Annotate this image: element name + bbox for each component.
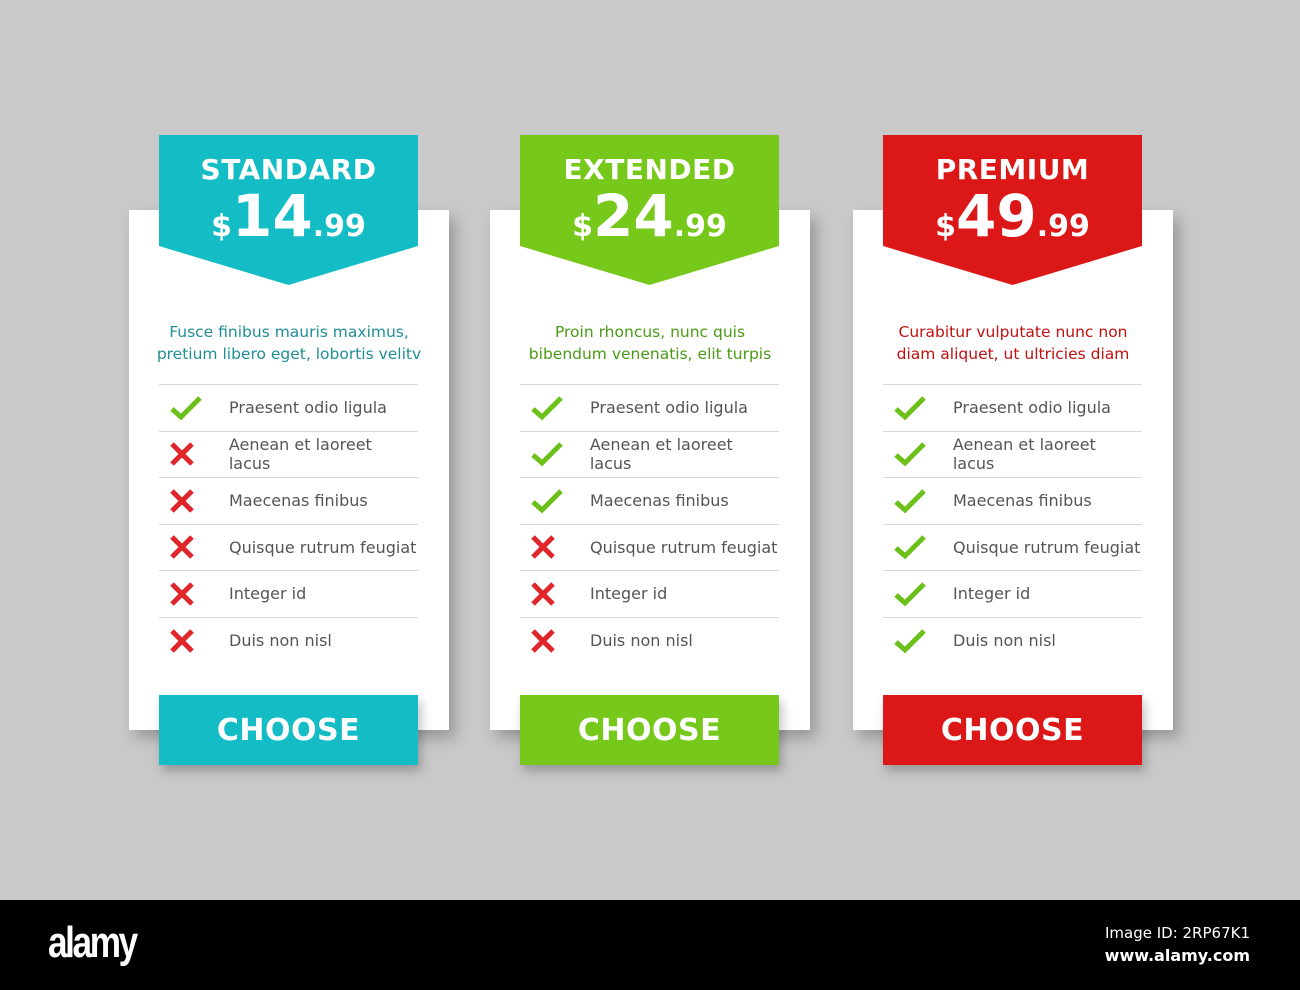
plan-ribbon: EXTENDED $24.99 xyxy=(520,135,779,285)
plan-description: Proin rhoncus, nunc quis bibendum venena… xyxy=(510,321,790,365)
price-decimal: .99 xyxy=(1036,209,1090,244)
plan-name: EXTENDED xyxy=(563,153,736,186)
feature-label: Aenean et laoreet lacus xyxy=(952,435,1096,474)
plan-name: PREMIUM xyxy=(935,153,1090,186)
plan-price: $24.99 xyxy=(520,187,779,259)
feature-row: Aenean et laoreet lacus xyxy=(159,432,418,478)
plan-description: Curabitur vulputate nunc non diam alique… xyxy=(873,321,1153,365)
cross-icon xyxy=(159,534,229,560)
price-currency: $ xyxy=(211,209,232,244)
feature-label: Quisque rutrum feugiat xyxy=(953,537,1141,557)
description-line: bibendum venenatis, elit turpis xyxy=(528,345,772,363)
check-icon xyxy=(883,627,953,655)
feature-label: Quisque rutrum feugiat xyxy=(229,537,417,557)
price-currency: $ xyxy=(572,209,593,244)
check-icon xyxy=(883,580,953,608)
feature-label: Duis non nisl xyxy=(229,631,332,651)
price-decimal: .99 xyxy=(312,209,366,244)
pricing-card-extended: EXTENDED $24.99 Proin rhoncus, nunc quis… xyxy=(490,135,810,765)
description-line: pretium libero eget, lobortis velitv xyxy=(156,345,422,363)
plan-price: $49.99 xyxy=(883,187,1142,259)
plan-name: STANDARD xyxy=(200,153,377,186)
check-icon xyxy=(520,394,590,422)
description-line: Curabitur vulputate nunc non xyxy=(898,323,1128,341)
description-line: Proin rhoncus, nunc quis xyxy=(554,323,746,341)
cross-icon xyxy=(159,628,229,654)
feature-row: Quisque rutrum feugiat xyxy=(520,525,779,571)
plan-ribbon: STANDARD $14.99 xyxy=(159,135,418,285)
feature-label: Maecenas finibus xyxy=(229,491,368,511)
feature-row: Maecenas finibus xyxy=(520,478,779,525)
feature-label: Aenean et laoreet lacus xyxy=(228,435,372,474)
cross-icon xyxy=(159,581,229,607)
feature-row: Integer id xyxy=(159,571,418,618)
cross-icon xyxy=(520,581,590,607)
plan-ribbon: PREMIUM $49.99 xyxy=(883,135,1142,285)
feature-row: Quisque rutrum feugiat xyxy=(883,525,1142,571)
feature-label: Maecenas finibus xyxy=(953,491,1092,511)
check-icon xyxy=(883,533,953,561)
pricing-card-standard: STANDARD $14.99 Fusce finibus mauris max… xyxy=(129,135,449,765)
feature-label: Quisque rutrum feugiat xyxy=(590,537,778,557)
feature-label: Integer id xyxy=(590,584,668,604)
feature-label: Aenean et laoreet lacus xyxy=(589,435,733,474)
cross-icon xyxy=(159,441,229,467)
feature-row: Quisque rutrum feugiat xyxy=(159,525,418,571)
watermark-footer: alamy Image ID: 2RP67K1 www.alamy.com xyxy=(0,900,1300,990)
feature-label: Praesent odio ligula xyxy=(229,398,387,418)
pricing-card-premium: PREMIUM $49.99 Curabitur vulputate nunc … xyxy=(853,135,1173,765)
feature-row: Duis non nisl xyxy=(159,618,418,665)
feature-list: Praesent odio ligula Aenean et laoreet l… xyxy=(520,384,779,664)
cross-icon xyxy=(159,488,229,514)
feature-row: Duis non nisl xyxy=(520,618,779,665)
feature-row: Integer id xyxy=(883,571,1142,618)
check-icon xyxy=(159,394,229,422)
feature-label: Duis non nisl xyxy=(590,631,693,651)
feature-label: Maecenas finibus xyxy=(590,491,729,511)
feature-label: Integer id xyxy=(229,584,307,604)
price-integer: 14 xyxy=(232,182,313,250)
price-integer: 24 xyxy=(593,182,674,250)
feature-label: Praesent odio ligula xyxy=(590,398,748,418)
choose-button[interactable]: CHOOSE xyxy=(883,695,1142,765)
choose-button[interactable]: CHOOSE xyxy=(159,695,418,765)
feature-row: Integer id xyxy=(520,571,779,618)
price-decimal: .99 xyxy=(673,209,727,244)
feature-row: Praesent odio ligula xyxy=(520,385,779,432)
feature-list: Praesent odio ligula Aenean et laoreet l… xyxy=(159,384,418,664)
feature-label: Duis non nisl xyxy=(953,631,1056,651)
choose-button[interactable]: CHOOSE xyxy=(520,695,779,765)
feature-row: Maecenas finibus xyxy=(159,478,418,525)
check-icon xyxy=(883,440,953,468)
check-icon xyxy=(883,487,953,515)
site-url: www.alamy.com xyxy=(1104,946,1250,965)
image-id: Image ID: 2RP67K1 xyxy=(1104,924,1250,942)
feature-label: Praesent odio ligula xyxy=(953,398,1111,418)
cross-icon xyxy=(520,628,590,654)
description-line: Fusce finibus mauris maximus, xyxy=(169,323,409,341)
cross-icon xyxy=(520,534,590,560)
plan-price: $14.99 xyxy=(159,187,418,259)
feature-row: Praesent odio ligula xyxy=(883,385,1142,432)
plan-description: Fusce finibus mauris maximus, pretium li… xyxy=(149,321,429,365)
check-icon xyxy=(520,487,590,515)
feature-row: Aenean et laoreet lacus xyxy=(883,432,1142,478)
feature-row: Maecenas finibus xyxy=(883,478,1142,525)
check-icon xyxy=(883,394,953,422)
feature-row: Praesent odio ligula xyxy=(159,385,418,432)
feature-row: Aenean et laoreet lacus xyxy=(520,432,779,478)
price-integer: 49 xyxy=(956,182,1037,250)
alamy-logo: alamy xyxy=(48,918,138,967)
check-icon xyxy=(520,440,590,468)
price-currency: $ xyxy=(935,209,956,244)
feature-row: Duis non nisl xyxy=(883,618,1142,665)
feature-label: Integer id xyxy=(953,584,1031,604)
description-line: diam aliquet, ut ultricies diam xyxy=(896,345,1130,363)
feature-list: Praesent odio ligula Aenean et laoreet l… xyxy=(883,384,1142,664)
